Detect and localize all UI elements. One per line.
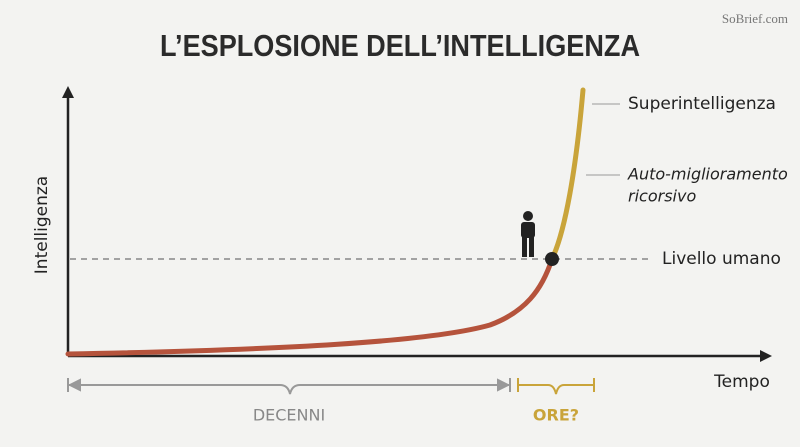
- hours-brace: [517, 378, 595, 395]
- y-arrow: [62, 86, 74, 98]
- decades-label: DECENNI: [253, 406, 325, 425]
- hours-label: ORE?: [533, 406, 579, 425]
- decades-brace: [67, 378, 511, 395]
- y-axis-label: Intelligenza: [32, 176, 52, 274]
- title: L’ESPLOSIONE DELL’INTELLIGENZA: [160, 28, 640, 63]
- watermark: SoBrief.com: [722, 11, 788, 26]
- x-axis-label: Tempo: [713, 372, 770, 392]
- self-improvement-label: Auto-miglioramento: [627, 165, 788, 184]
- human-point: [545, 252, 559, 266]
- growth-curve: [65, 256, 555, 357]
- superintelligence-label: Superintelligenza: [628, 94, 776, 114]
- human-level-label: Livello umano: [662, 249, 781, 269]
- x-arrow: [760, 350, 772, 362]
- self-improvement-label: ricorsivo: [628, 187, 696, 206]
- explosion-curve: [549, 87, 586, 262]
- person-icon: [521, 211, 535, 257]
